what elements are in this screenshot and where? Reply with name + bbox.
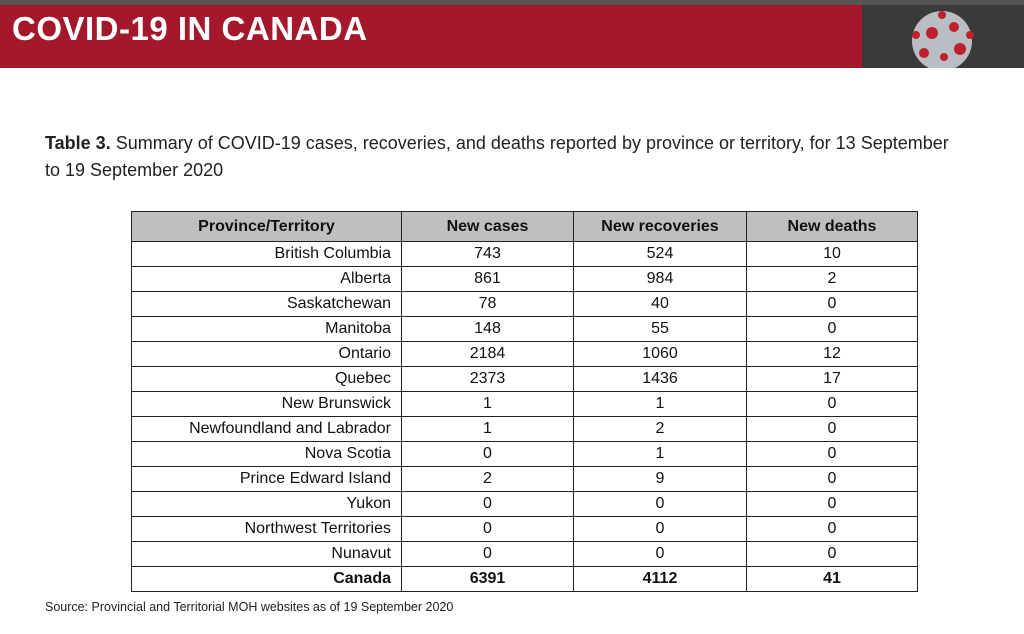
header-row: Province/Territory New cases New recoverie… <box>131 211 918 242</box>
top-strip <box>0 0 1024 5</box>
value-cell: 55 <box>573 316 747 342</box>
name-cell: Prince Edward Island <box>131 466 402 492</box>
name-cell: Canada <box>131 566 402 592</box>
table-row: British Columbia 743 524 10 <box>131 241 918 267</box>
name-cell: Quebec <box>131 366 402 392</box>
value-cell: 0 <box>573 541 747 567</box>
value-cell: 41 <box>746 566 918 592</box>
column-header: Province/Territory <box>131 211 402 242</box>
name-cell: British Columbia <box>131 241 402 267</box>
value-cell: 0 <box>573 516 747 542</box>
name-cell: Nova Scotia <box>131 441 402 467</box>
header-title: COVID-19 IN CANADA <box>12 10 368 47</box>
table-caption: Table 3. Summary of COVID-19 cases, reco… <box>45 130 965 184</box>
table-row: Ontario 2184 1060 12 <box>131 341 918 367</box>
value-cell: 78 <box>401 291 574 317</box>
column-header: New recoveries <box>573 211 747 242</box>
value-cell: 984 <box>573 266 747 292</box>
value-cell: 0 <box>401 516 574 542</box>
name-cell: Yukon <box>131 491 402 517</box>
value-cell: 6391 <box>401 566 574 592</box>
table-row: New Brunswick 1 1 0 <box>131 391 918 417</box>
name-cell: Saskatchewan <box>131 291 402 317</box>
caption-text: Summary of COVID-19 cases, recoveries, a… <box>45 133 949 180</box>
table-row: Yukon 0 0 0 <box>131 491 918 517</box>
value-cell: 0 <box>401 541 574 567</box>
value-cell: 0 <box>401 441 574 467</box>
value-cell: 12 <box>746 341 918 367</box>
header-bar <box>0 5 1024 68</box>
source-note: Source: Provincial and Territorial MOH w… <box>45 600 454 614</box>
value-cell: 0 <box>746 441 918 467</box>
value-cell: 0 <box>746 391 918 417</box>
value-cell: 0 <box>573 491 747 517</box>
name-cell: Northwest Territories <box>131 516 402 542</box>
value-cell: 9 <box>573 466 747 492</box>
column-header: New deaths <box>746 211 918 242</box>
table-row: Alberta 861 984 2 <box>131 266 918 292</box>
name-cell: Newfoundland and Labrador <box>131 416 402 442</box>
value-cell: 2184 <box>401 341 574 367</box>
value-cell: 0 <box>746 516 918 542</box>
value-cell: 0 <box>746 491 918 517</box>
value-cell: 1 <box>401 391 574 417</box>
total-row: Canada 6391 4112 41 <box>131 566 918 592</box>
virus-image <box>862 5 1024 68</box>
value-cell: 1060 <box>573 341 747 367</box>
value-cell: 1436 <box>573 366 747 392</box>
name-cell: New Brunswick <box>131 391 402 417</box>
value-cell: 2 <box>401 466 574 492</box>
name-cell: Manitoba <box>131 316 402 342</box>
table-row: Quebec 2373 1436 17 <box>131 366 918 392</box>
value-cell: 0 <box>746 291 918 317</box>
value-cell: 2 <box>573 416 747 442</box>
caption-label: Table 3. <box>45 133 111 153</box>
table-row: Saskatchewan 78 40 0 <box>131 291 918 317</box>
value-cell: 40 <box>573 291 747 317</box>
value-cell: 4112 <box>573 566 747 592</box>
value-cell: 524 <box>573 241 747 267</box>
table-row: Newfoundland and Labrador 1 2 0 <box>131 416 918 442</box>
value-cell: 1 <box>401 416 574 442</box>
value-cell: 0 <box>401 491 574 517</box>
value-cell: 10 <box>746 241 918 267</box>
value-cell: 743 <box>401 241 574 267</box>
name-cell: Nunavut <box>131 541 402 567</box>
value-cell: 861 <box>401 266 574 292</box>
table-row: Nova Scotia 0 1 0 <box>131 441 918 467</box>
table-row: Prince Edward Island 2 9 0 <box>131 466 918 492</box>
name-cell: Alberta <box>131 266 402 292</box>
value-cell: 148 <box>401 316 574 342</box>
data-table: Province/Territory New cases New recoverie… <box>131 211 918 592</box>
value-cell: 2373 <box>401 366 574 392</box>
table-row: Manitoba 148 55 0 <box>131 316 918 342</box>
value-cell: 17 <box>746 366 918 392</box>
value-cell: 1 <box>573 441 747 467</box>
value-cell: 2 <box>746 266 918 292</box>
table-row: Nunavut 0 0 0 <box>131 541 918 567</box>
name-cell: Ontario <box>131 341 402 367</box>
value-cell: 0 <box>746 316 918 342</box>
value-cell: 0 <box>746 541 918 567</box>
table-row: Northwest Territories 0 0 0 <box>131 516 918 542</box>
column-header: New cases <box>401 211 574 242</box>
value-cell: 0 <box>746 466 918 492</box>
value-cell: 1 <box>573 391 747 417</box>
value-cell: 0 <box>746 416 918 442</box>
